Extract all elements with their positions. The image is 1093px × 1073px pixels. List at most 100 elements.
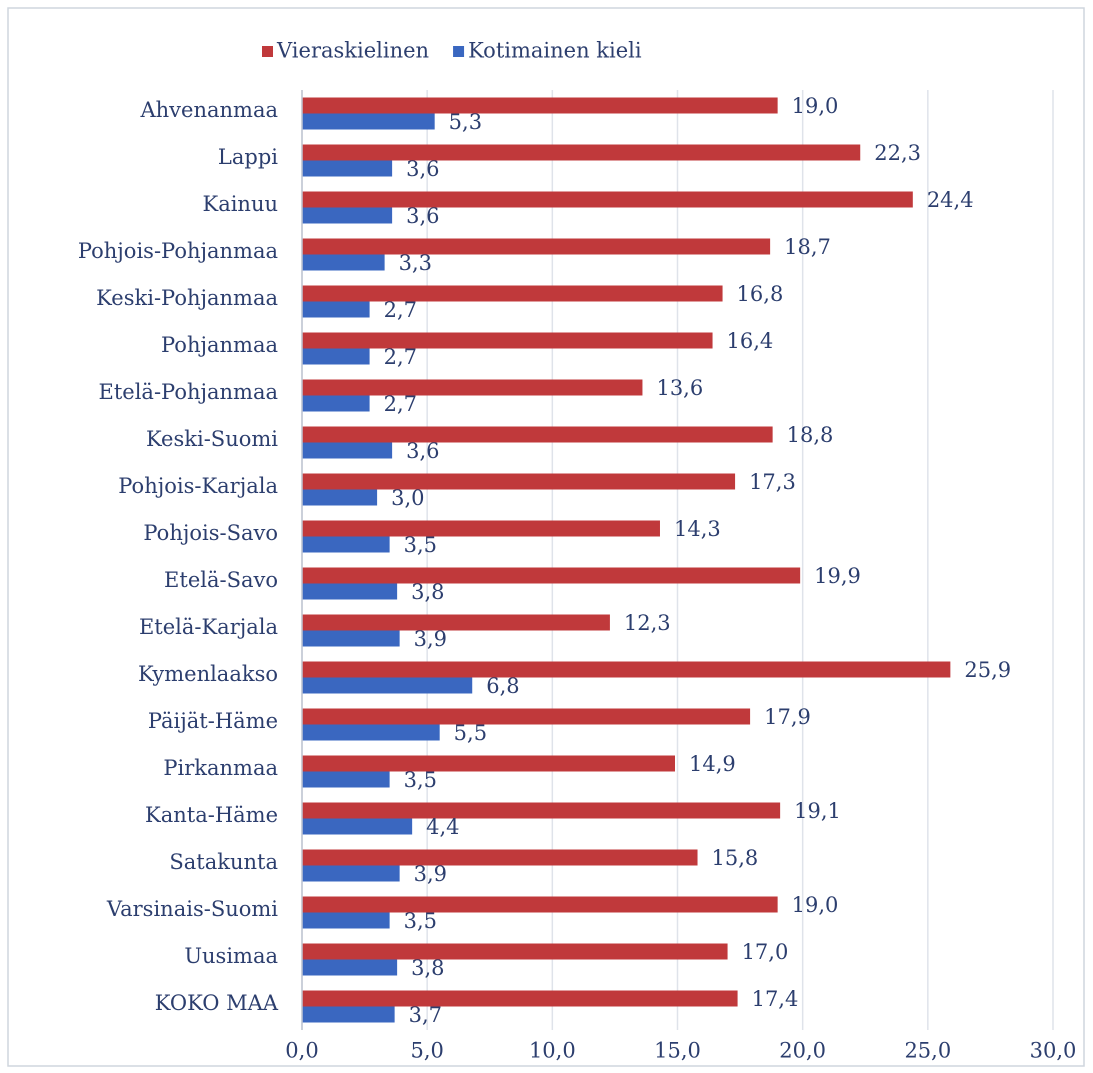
bar	[302, 160, 393, 177]
value-label: 4,4	[426, 815, 459, 839]
y-tick-label: Kainuu	[203, 192, 279, 216]
bar	[302, 348, 370, 365]
y-tick-label: Etelä-Savo	[164, 568, 278, 592]
bar	[302, 865, 400, 882]
y-tick-label: Pirkanmaa	[163, 756, 278, 780]
bar	[302, 614, 610, 631]
bar	[302, 567, 801, 584]
y-tick-label: Varsinais-Suomi	[106, 897, 278, 921]
value-label: 16,8	[737, 282, 784, 306]
legend-swatch	[453, 46, 465, 57]
y-tick-label: Ahvenanmaa	[139, 98, 278, 122]
bar	[302, 97, 778, 114]
value-label: 2,7	[384, 298, 417, 322]
value-label: 17,9	[764, 705, 811, 729]
y-tick-label: Päijät-Häme	[148, 709, 278, 733]
bar	[302, 990, 738, 1007]
legend-label: Vieraskielinen	[276, 39, 429, 63]
bar	[302, 395, 370, 412]
bar	[302, 583, 398, 600]
y-tick-label: Pohjois-Karjala	[118, 474, 278, 498]
bar	[302, 1006, 395, 1023]
bar	[302, 144, 861, 161]
bar	[302, 896, 778, 913]
y-tick-label: Etelä-Karjala	[139, 615, 278, 639]
value-label: 2,7	[384, 392, 417, 416]
value-label: 12,3	[624, 611, 671, 635]
bar	[302, 473, 736, 490]
legend-swatch	[262, 46, 273, 57]
bar	[302, 332, 713, 349]
y-tick-label: Keski-Pohjanmaa	[96, 286, 278, 310]
bar	[302, 489, 378, 506]
value-label: 14,9	[689, 752, 736, 776]
bar	[302, 630, 400, 647]
bar	[302, 677, 473, 694]
bar	[302, 849, 698, 866]
value-label: 24,4	[927, 188, 974, 212]
y-tick-label: Kymenlaakso	[138, 662, 278, 686]
bar	[302, 943, 728, 960]
value-label: 3,5	[404, 768, 437, 792]
value-label: 3,5	[404, 533, 437, 557]
chart-frame	[7, 7, 1085, 1067]
value-label: 3,3	[399, 251, 432, 275]
bar	[302, 771, 390, 788]
value-label: 3,9	[414, 627, 447, 651]
bar	[302, 301, 370, 318]
value-label: 3,6	[406, 439, 439, 463]
x-tick-label: 10,0	[529, 1039, 576, 1063]
x-tick-label: 25,0	[904, 1039, 951, 1063]
bar	[302, 520, 660, 537]
bar	[302, 379, 643, 396]
bar	[302, 207, 393, 224]
bar	[302, 191, 913, 208]
value-label: 3,6	[406, 157, 439, 181]
y-tick-label: Uusimaa	[184, 944, 278, 968]
value-label: 14,3	[674, 517, 721, 541]
y-tick-label: Etelä-Pohjanmaa	[99, 380, 278, 404]
value-label: 19,0	[792, 893, 839, 917]
y-tick-label: Lappi	[218, 145, 278, 169]
value-label: 5,5	[454, 721, 487, 745]
value-label: 3,9	[414, 862, 447, 886]
value-label: 18,8	[787, 423, 834, 447]
bar	[302, 755, 675, 772]
bar	[302, 285, 723, 302]
bar	[302, 254, 385, 271]
value-label: 3,6	[406, 204, 439, 228]
value-label: 3,8	[411, 580, 444, 604]
value-label: 2,7	[384, 345, 417, 369]
bar	[302, 661, 951, 678]
value-label: 22,3	[874, 141, 921, 165]
bar	[302, 426, 773, 443]
bar	[302, 442, 393, 459]
value-label: 3,7	[409, 1003, 442, 1027]
value-label: 6,8	[486, 674, 519, 698]
bar	[302, 802, 781, 819]
x-tick-label: 0,0	[285, 1039, 318, 1063]
value-label: 19,0	[792, 94, 839, 118]
y-tick-label: KOKO MAA	[155, 991, 279, 1015]
x-tick-label: 15,0	[654, 1039, 701, 1063]
y-tick-label: Keski-Suomi	[146, 427, 278, 451]
value-label: 5,3	[449, 110, 482, 134]
y-tick-label: Satakunta	[169, 850, 278, 874]
value-label: 3,0	[391, 486, 424, 510]
x-tick-label: 20,0	[779, 1039, 826, 1063]
bar	[302, 238, 771, 255]
y-tick-label: Pohjanmaa	[161, 333, 278, 357]
value-label: 25,9	[964, 658, 1011, 682]
bar	[302, 912, 390, 929]
bar	[302, 818, 413, 835]
value-label: 17,3	[749, 470, 796, 494]
value-label: 18,7	[784, 235, 831, 259]
bar	[302, 536, 390, 553]
value-label: 3,8	[411, 956, 444, 980]
y-tick-label: Pohjois-Pohjanmaa	[78, 239, 278, 263]
bar	[302, 959, 398, 976]
bar	[302, 113, 435, 130]
y-tick-label: Pohjois-Savo	[143, 521, 278, 545]
value-label: 3,5	[404, 909, 437, 933]
